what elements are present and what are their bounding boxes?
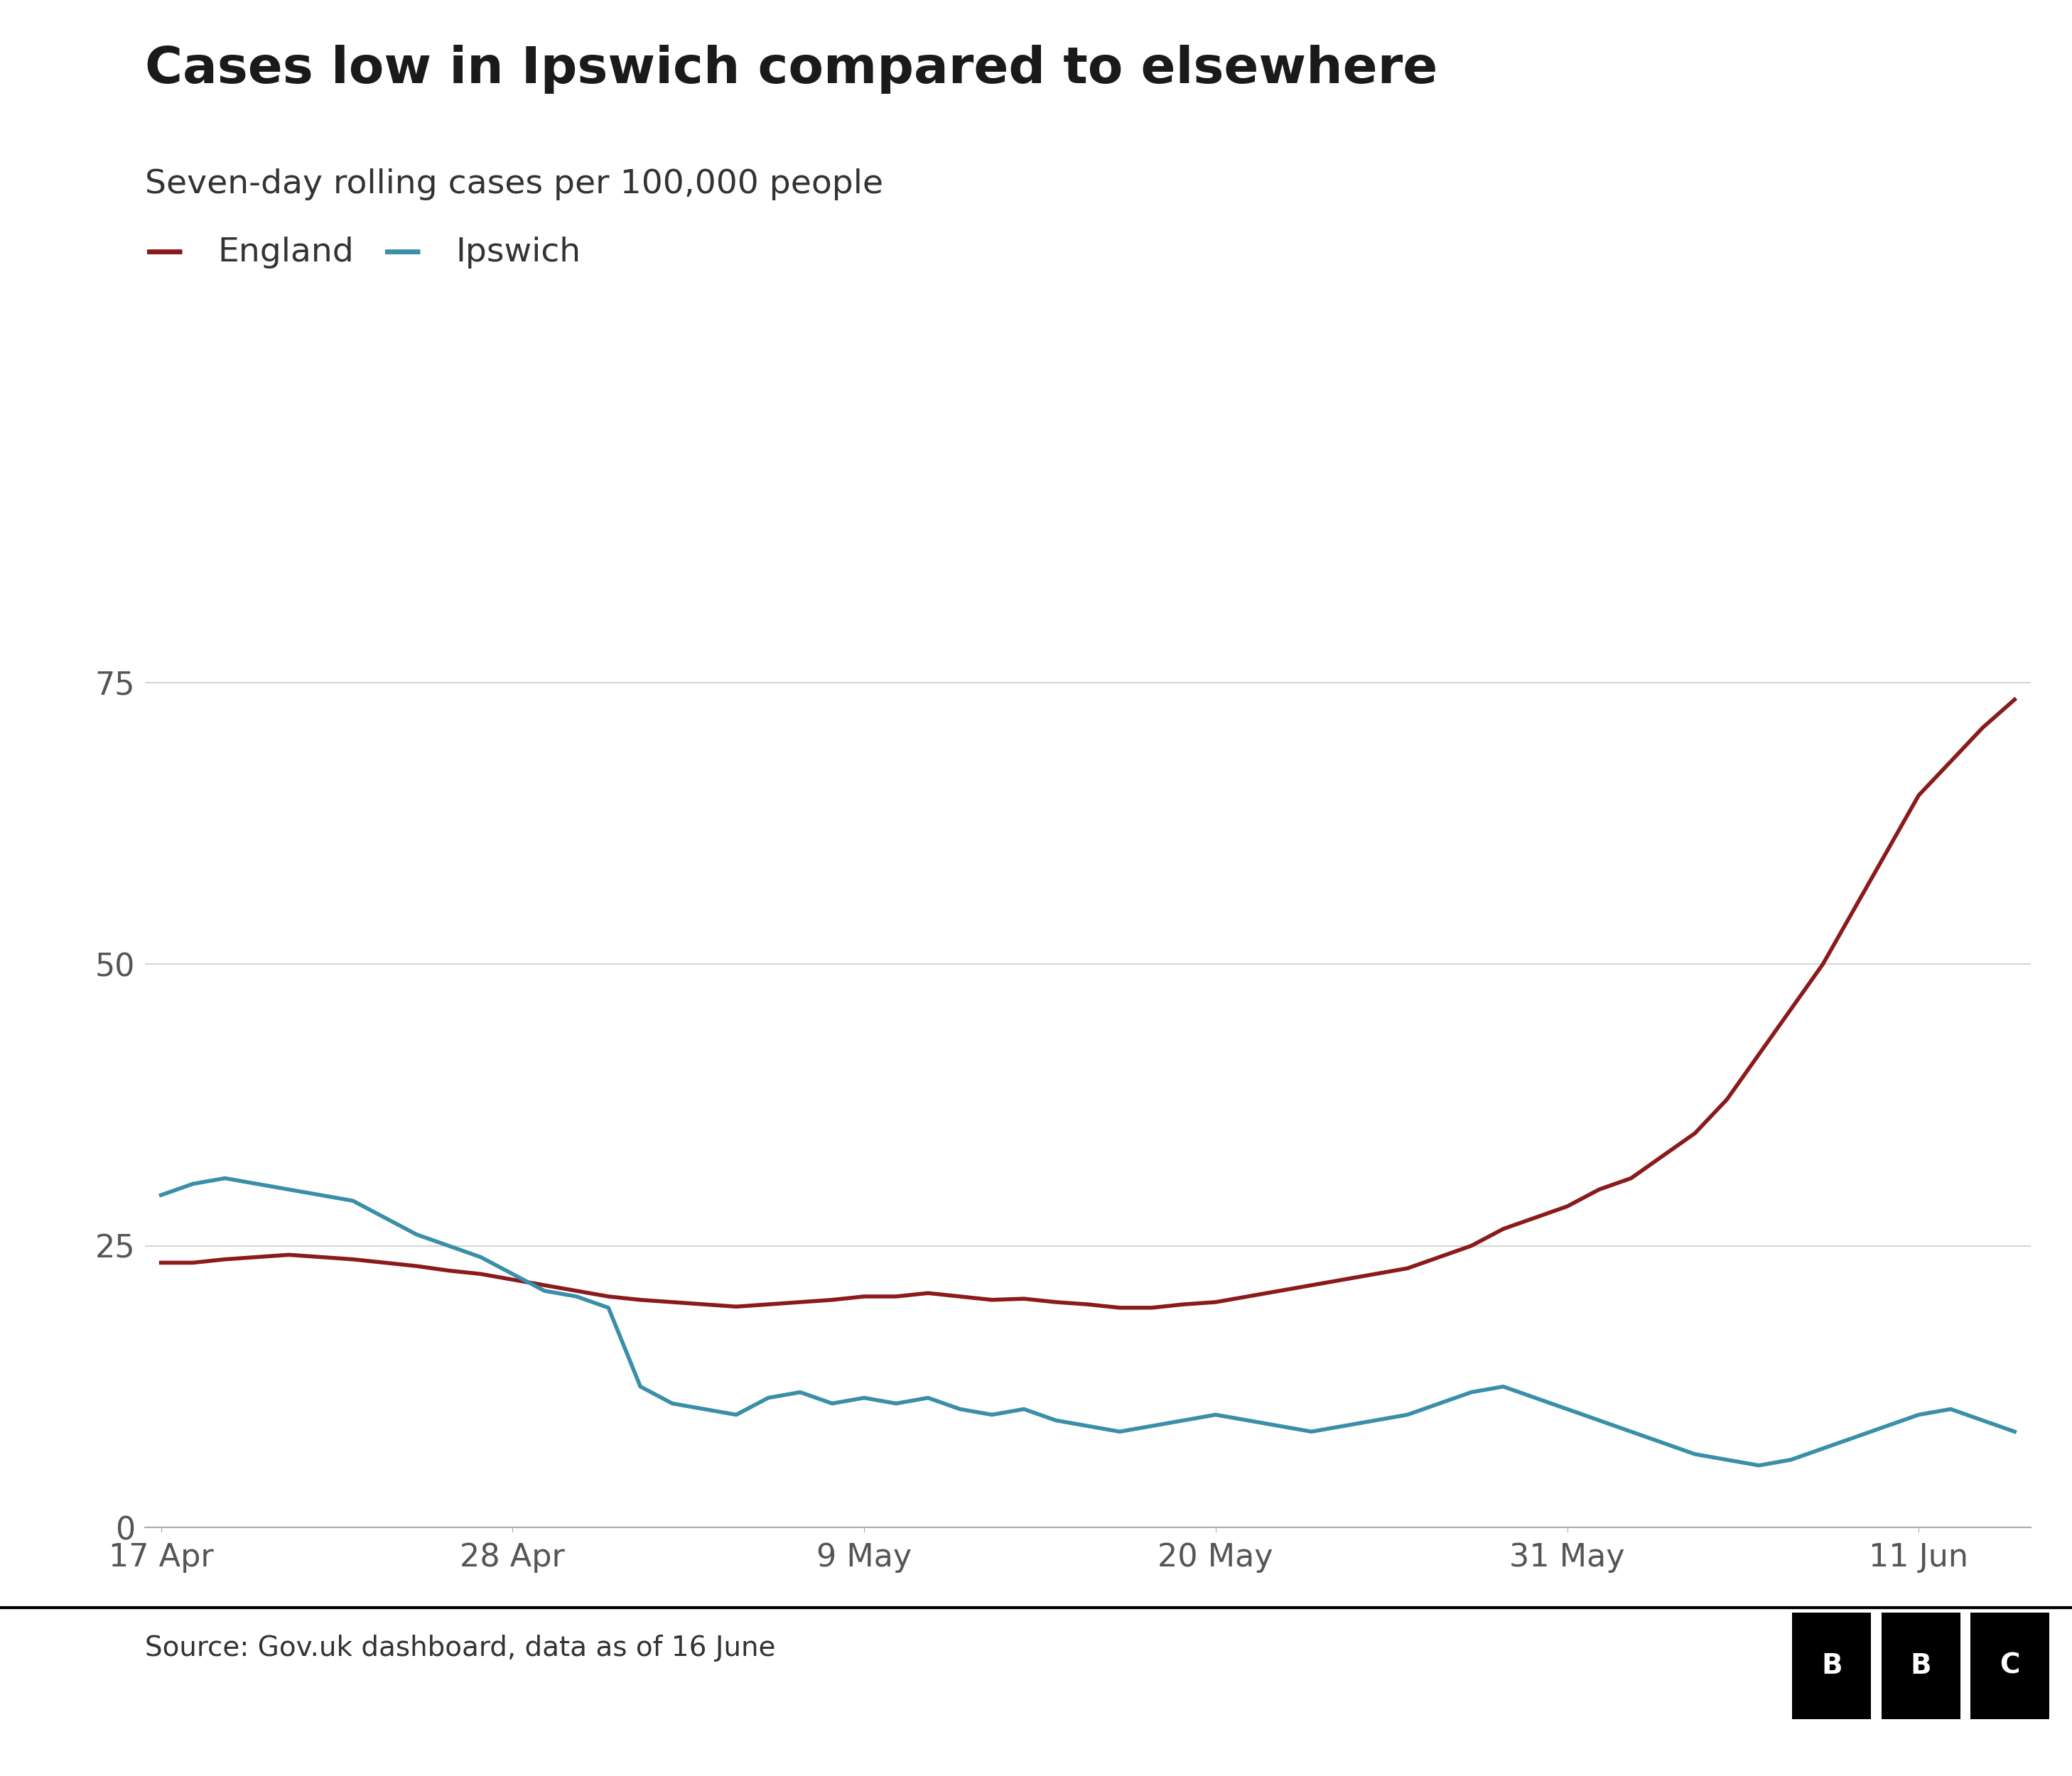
Text: B: B [1910, 1652, 1931, 1680]
Text: —: — [383, 233, 423, 272]
Text: Source: Gov.uk dashboard, data as of 16 June: Source: Gov.uk dashboard, data as of 16 … [145, 1634, 775, 1662]
Text: Cases low in Ipswich compared to elsewhere: Cases low in Ipswich compared to elsewhe… [145, 44, 1438, 94]
Text: England: England [218, 236, 354, 268]
Text: C: C [1999, 1652, 2020, 1680]
Text: Seven-day rolling cases per 100,000 people: Seven-day rolling cases per 100,000 peop… [145, 169, 883, 201]
Text: Ipswich: Ipswich [456, 236, 580, 268]
Text: B: B [1821, 1652, 1842, 1680]
Text: —: — [145, 233, 184, 272]
